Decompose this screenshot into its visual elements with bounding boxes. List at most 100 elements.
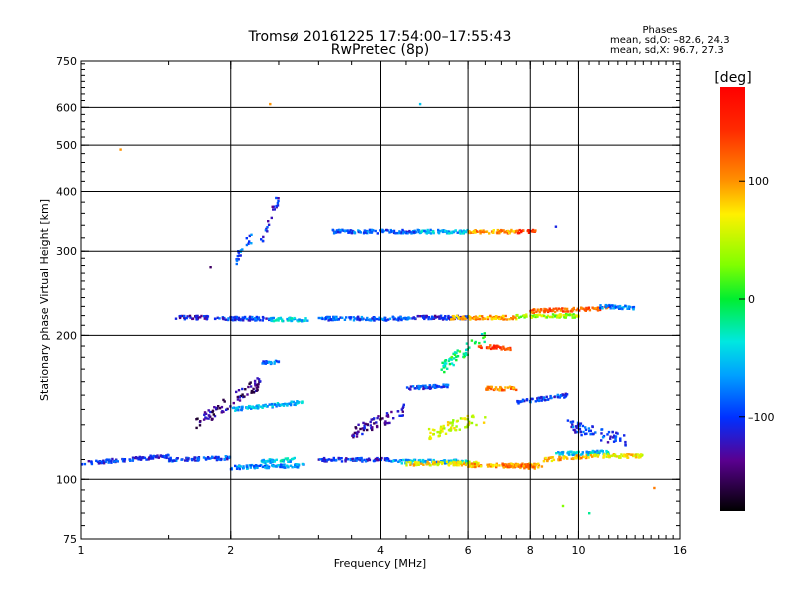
data-point [587, 451, 590, 455]
data-point [220, 405, 224, 409]
data-point [212, 413, 215, 416]
data-point [245, 237, 248, 240]
data-point [338, 231, 342, 234]
data-point [366, 423, 369, 426]
colorbar-tick-label: –100 [748, 411, 775, 424]
data-point [614, 438, 617, 441]
data-point [264, 466, 267, 469]
data-point [349, 316, 352, 320]
data-point [169, 459, 172, 462]
data-point [559, 315, 563, 318]
data-point [425, 463, 428, 466]
data-point [293, 456, 296, 460]
data-point [249, 464, 253, 467]
data-point [199, 316, 202, 319]
data-point [282, 464, 286, 468]
data-point [538, 396, 541, 400]
data-point [426, 460, 429, 463]
data-point [243, 315, 247, 319]
data-point [149, 454, 152, 457]
data-point [250, 405, 253, 409]
data-point [524, 465, 528, 469]
data-point [335, 458, 338, 462]
data-point [436, 462, 439, 466]
data-point [442, 385, 445, 388]
data-point [339, 228, 342, 232]
data-point [352, 436, 355, 439]
data-point [182, 315, 186, 318]
data-point [232, 401, 235, 405]
data-point [576, 430, 579, 434]
data-point [422, 385, 425, 389]
data-point [218, 458, 221, 461]
data-point [594, 307, 597, 310]
data-point [554, 225, 558, 228]
data-point [364, 422, 367, 426]
data-point [486, 316, 489, 319]
data-point [480, 346, 483, 349]
data-point [349, 229, 352, 232]
data-point [409, 463, 412, 467]
data-point [321, 317, 324, 321]
data-point [272, 465, 275, 468]
data-point [508, 385, 512, 388]
data-point [129, 459, 132, 462]
data-point [397, 317, 400, 320]
data-point [206, 456, 210, 459]
data-point [580, 433, 583, 437]
data-point [571, 425, 575, 428]
data-point [619, 456, 622, 459]
data-point [247, 385, 250, 389]
data-point [538, 313, 541, 317]
data-point [380, 317, 383, 320]
data-point [463, 354, 466, 358]
data-point [251, 315, 254, 319]
data-point [622, 306, 625, 309]
data-point [204, 412, 208, 415]
data-point [580, 456, 583, 460]
data-point [442, 383, 445, 386]
data-point [534, 314, 538, 317]
data-point [250, 242, 253, 245]
data-point [283, 463, 286, 466]
data-point [653, 486, 656, 490]
data-point [447, 314, 450, 318]
data-point [433, 461, 436, 464]
data-point [462, 352, 465, 355]
data-point [469, 318, 472, 321]
y-tick-label: 600 [56, 101, 77, 114]
data-point [582, 430, 585, 434]
data-point [458, 231, 461, 234]
data-point [504, 314, 507, 318]
data-point [525, 398, 529, 401]
data-point [607, 430, 611, 434]
data-point [462, 229, 466, 232]
data-point [252, 406, 255, 410]
data-point [238, 395, 241, 398]
data-point [545, 395, 548, 398]
data-point [286, 404, 289, 407]
data-point [537, 464, 541, 467]
data-point [549, 394, 552, 398]
data-point [339, 316, 342, 319]
data-point [259, 380, 262, 383]
data-point [283, 403, 286, 406]
data-point [272, 205, 276, 208]
data-point [417, 387, 421, 391]
data-point [494, 463, 498, 467]
data-point [618, 304, 622, 308]
data-point [254, 382, 257, 385]
data-point [371, 230, 374, 233]
data-point [499, 346, 502, 349]
data-point [263, 461, 267, 464]
data-point [284, 457, 287, 460]
data-point [327, 319, 330, 322]
data-point [465, 348, 468, 352]
data-point [540, 395, 543, 399]
data-point [357, 430, 360, 433]
data-point [275, 403, 279, 407]
data-point [589, 433, 592, 436]
data-point [235, 315, 238, 319]
data-point [596, 306, 599, 309]
data-point [556, 316, 559, 319]
